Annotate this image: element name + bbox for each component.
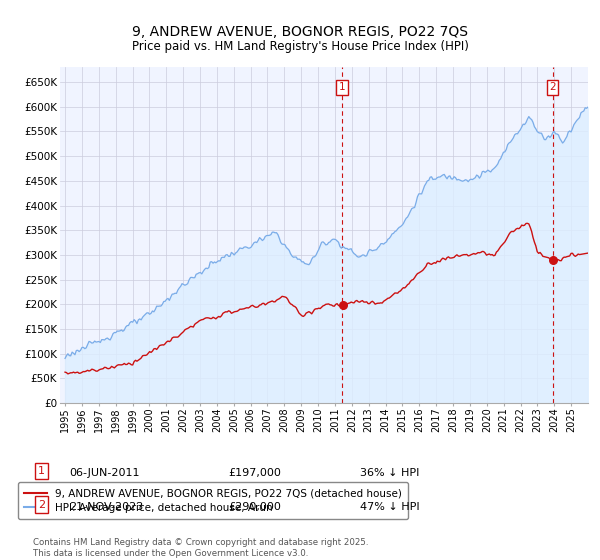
Text: Contains HM Land Registry data © Crown copyright and database right 2025.
This d: Contains HM Land Registry data © Crown c… (33, 538, 368, 558)
Legend: 9, ANDREW AVENUE, BOGNOR REGIS, PO22 7QS (detached house), HPI: Average price, d: 9, ANDREW AVENUE, BOGNOR REGIS, PO22 7QS… (17, 482, 409, 519)
Text: £197,000: £197,000 (228, 468, 281, 478)
Text: 2: 2 (38, 500, 45, 510)
Point (338, 301, 347, 310)
Text: 9, ANDREW AVENUE, BOGNOR REGIS, PO22 7QS: 9, ANDREW AVENUE, BOGNOR REGIS, PO22 7QS (132, 25, 468, 39)
Text: 2: 2 (549, 82, 556, 92)
Text: 1: 1 (339, 82, 346, 92)
Text: 47% ↓ HPI: 47% ↓ HPI (360, 502, 419, 512)
Text: 21-NOV-2023: 21-NOV-2023 (69, 502, 143, 512)
Text: £290,000: £290,000 (228, 502, 281, 512)
Text: 1: 1 (38, 466, 45, 476)
Point (548, 255, 557, 264)
Text: 06-JUN-2011: 06-JUN-2011 (69, 468, 139, 478)
Text: 36% ↓ HPI: 36% ↓ HPI (360, 468, 419, 478)
Text: Price paid vs. HM Land Registry's House Price Index (HPI): Price paid vs. HM Land Registry's House … (131, 40, 469, 53)
